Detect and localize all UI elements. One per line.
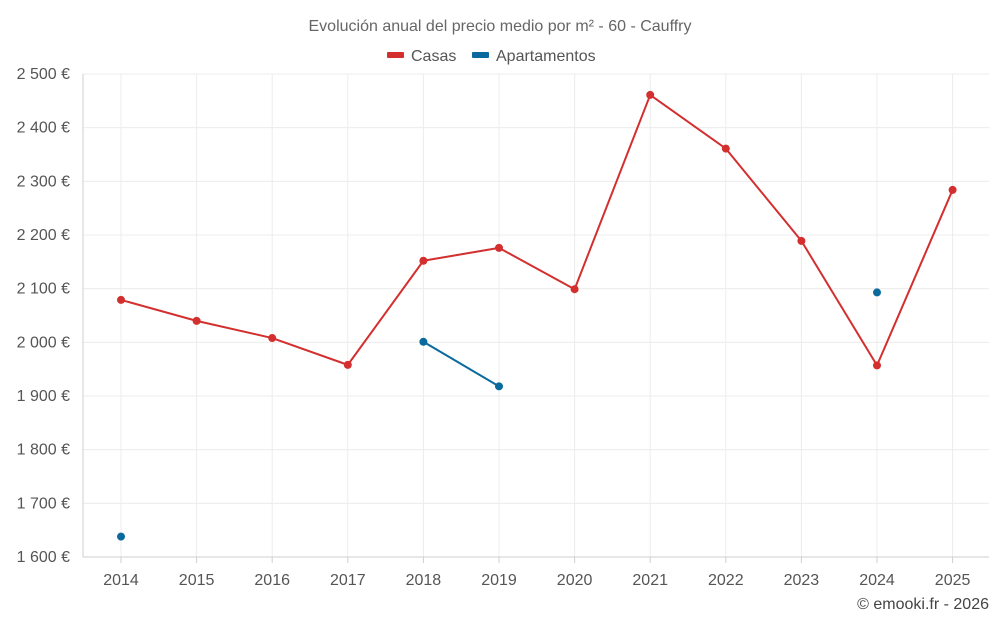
y-tick-label: 2 200 € <box>17 227 70 244</box>
x-tick-label: 2024 <box>859 572 895 589</box>
series-line-casas <box>120 93 954 367</box>
data-point-casas-2017[interactable] <box>343 360 352 369</box>
credit-text: © emooki.fr - 2026 <box>857 596 989 613</box>
data-point-casas-2016[interactable] <box>268 334 277 343</box>
legend-swatch-casas <box>387 52 404 58</box>
y-tick-label: 1 900 € <box>17 388 70 405</box>
x-tick-label: 2017 <box>330 572 366 589</box>
y-tick-label: 2 100 € <box>17 281 70 298</box>
x-tick-label: 2023 <box>784 572 820 589</box>
x-tick-label: 2020 <box>557 572 593 589</box>
chart-title: Evolución anual del precio medio por m² … <box>309 18 692 35</box>
data-point-casas-2018[interactable] <box>419 256 428 265</box>
data-point-casas-2025[interactable] <box>948 185 957 194</box>
grid-layer <box>83 73 989 558</box>
data-point-casas-2021[interactable] <box>646 90 655 99</box>
x-tick-label: 2022 <box>708 572 744 589</box>
legend: Casas Apartamentos <box>387 48 596 65</box>
x-tick-label: 2025 <box>935 572 971 589</box>
x-tick-label: 2014 <box>103 572 139 589</box>
data-point-casas-2022[interactable] <box>721 144 730 153</box>
data-point-casas-2024[interactable] <box>873 361 881 370</box>
data-point-casas-2020[interactable] <box>570 285 579 294</box>
x-tick-label: 2021 <box>632 572 668 589</box>
legend-label-apartamentos[interactable]: Apartamentos <box>496 48 596 65</box>
data-point-casas-2023[interactable] <box>797 236 806 245</box>
x-tick-label: 2019 <box>481 572 517 589</box>
x-tick-label: 2018 <box>406 572 442 589</box>
y-tick-label: 1 600 € <box>17 549 70 566</box>
axis-layer: 1 600 € 1 700 € 1 800 € 1 900 € 2 000 € 2 100… <box>17 66 989 589</box>
legend-label-casas[interactable]: Casas <box>411 48 456 65</box>
data-point-casas-2019[interactable] <box>495 243 503 252</box>
y-tick-label: 1 800 € <box>17 442 70 459</box>
data-point-apartamentos-2014[interactable] <box>117 532 125 541</box>
data-point-casas-2014[interactable] <box>117 295 125 304</box>
x-tick-label: 2015 <box>179 572 215 589</box>
y-tick-label: 2 500 € <box>17 66 70 83</box>
data-point-apartamentos-2018[interactable] <box>419 337 428 346</box>
data-point-apartamentos-2019[interactable] <box>495 382 503 391</box>
y-tick-label: 2 400 € <box>17 120 70 137</box>
data-point-apartamentos-2024[interactable] <box>873 288 881 297</box>
y-tick-label: 1 700 € <box>17 495 70 512</box>
y-tick-label: 2 300 € <box>17 173 70 190</box>
series-layer <box>117 90 957 541</box>
legend-swatch-apartamentos <box>472 52 489 58</box>
data-point-casas-2015[interactable] <box>192 316 201 325</box>
series-line-apartamentos <box>422 340 500 388</box>
y-tick-label: 2 000 € <box>17 334 70 351</box>
x-tick-label: 2016 <box>254 572 290 589</box>
